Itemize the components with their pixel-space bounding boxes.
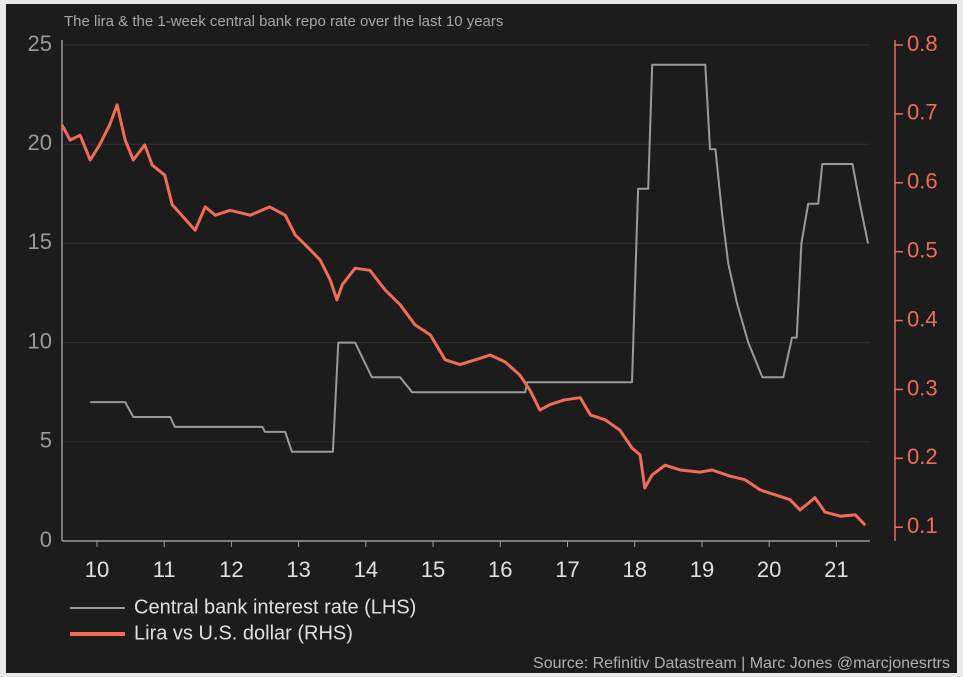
x-tick-label: 13 bbox=[286, 557, 310, 582]
x-tick-label: 18 bbox=[622, 557, 646, 582]
x-tick-label: 16 bbox=[488, 557, 512, 582]
x-tick-label: 10 bbox=[85, 557, 109, 582]
y-tick-label: 25 bbox=[28, 31, 52, 56]
y2-tick-label: 0.5 bbox=[907, 237, 938, 262]
y-tick-label: 5 bbox=[40, 428, 52, 453]
source-note: Source: Refinitiv Datastream | Marc Jone… bbox=[533, 655, 950, 672]
x-tick-label: 20 bbox=[757, 557, 781, 582]
y2-tick-label: 0.2 bbox=[907, 444, 938, 469]
legend-label: Central bank interest rate (LHS) bbox=[134, 596, 416, 618]
x-tick-label: 12 bbox=[219, 557, 243, 582]
x-tick-label: 11 bbox=[153, 557, 176, 582]
y-tick-label: 20 bbox=[28, 130, 52, 155]
y-tick-label: 15 bbox=[28, 229, 52, 254]
y2-tick-label: 0.1 bbox=[907, 513, 938, 538]
x-tick-label: 14 bbox=[354, 557, 378, 582]
y2-tick-label: 0.7 bbox=[907, 100, 938, 125]
data-line bbox=[60, 103, 867, 527]
y2-tick-label: 0.3 bbox=[907, 375, 938, 400]
y-tick-label: 0 bbox=[40, 527, 52, 552]
data-line bbox=[90, 63, 869, 453]
x-tick-label: 17 bbox=[555, 557, 579, 582]
x-tick-label: 15 bbox=[421, 557, 445, 582]
x-tick-label: 21 bbox=[824, 557, 848, 582]
y2-tick-label: 0.6 bbox=[907, 169, 938, 194]
legend-label: Lira vs U.S. dollar (RHS) bbox=[134, 622, 353, 644]
y2-tick-label: 0.8 bbox=[907, 31, 938, 56]
y-tick-label: 10 bbox=[28, 328, 52, 353]
chart-background bbox=[6, 4, 957, 673]
x-tick-label: 19 bbox=[690, 557, 714, 582]
y2-tick-label: 0.4 bbox=[907, 306, 938, 331]
chart-title: The lira & the 1-week central bank repo … bbox=[64, 13, 503, 30]
